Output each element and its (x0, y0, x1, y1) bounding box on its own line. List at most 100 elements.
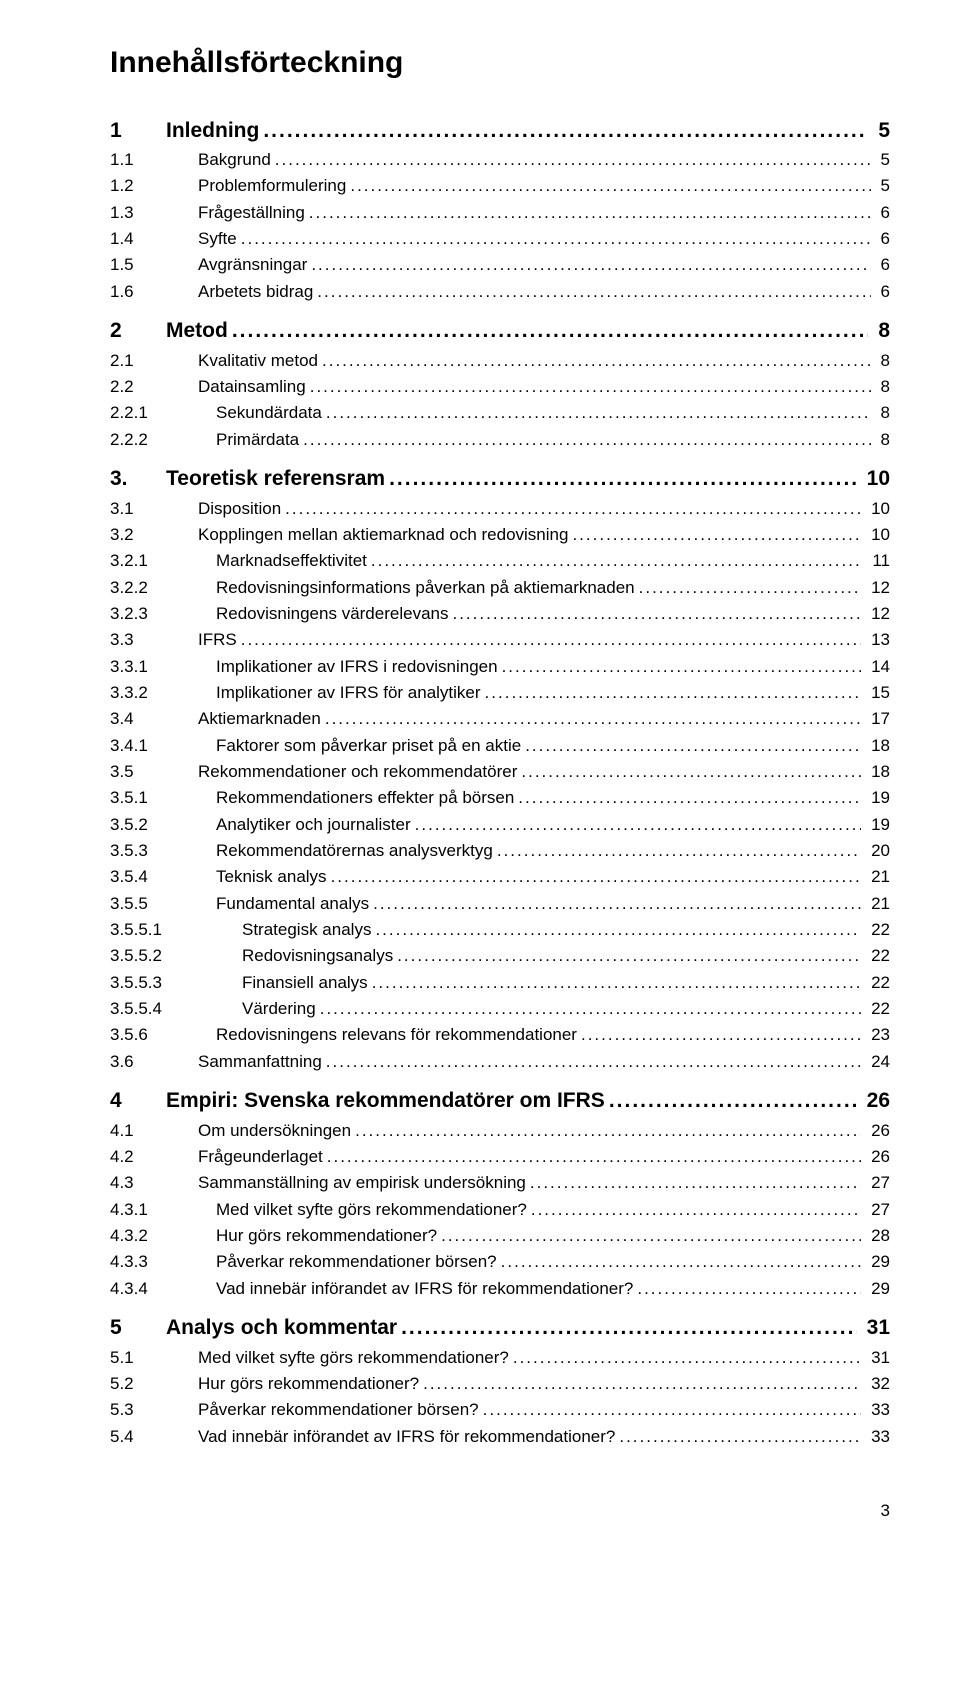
toc-entry: 3.1Disposition10 (110, 496, 890, 522)
toc-leader-dots (619, 1424, 861, 1450)
toc-entry: 3.5.3Rekommendatörernas analysverktyg20 (110, 838, 890, 864)
toc-entry-page: 23 (865, 1022, 890, 1048)
toc-entry-num: 3. (110, 463, 166, 496)
toc-entry-page: 21 (865, 864, 890, 890)
toc-leader-dots (501, 1249, 861, 1275)
toc-entry-page: 15 (865, 680, 890, 706)
toc-entry-page: 26 (861, 1085, 890, 1118)
toc-entry: 4.1Om undersökningen26 (110, 1118, 890, 1144)
toc-entry-num: 3.3.1 (110, 654, 216, 680)
toc-entry-num: 1.3 (110, 200, 198, 226)
toc-entry: 1.5Avgränsningar6 (110, 252, 890, 278)
toc-entry: 3.2.3Redovisningens värderelevans12 (110, 601, 890, 627)
toc-entry-page: 20 (865, 838, 890, 864)
toc-entry-num: 3.3.2 (110, 680, 216, 706)
toc-entry-page: 11 (866, 548, 890, 574)
toc-entry-num: 1 (110, 115, 166, 148)
toc-gap (110, 305, 890, 315)
toc-entry-page: 6 (875, 226, 890, 252)
toc-entry-label: Teoretisk referensram (166, 463, 385, 496)
toc-entry: 5.1Med vilket syfte görs rekommendatione… (110, 1345, 890, 1371)
toc-leader-dots (497, 838, 861, 864)
toc-entry: 4.3.2Hur görs rekommendationer?28 (110, 1223, 890, 1249)
toc-entry-num: 5.3 (110, 1397, 198, 1423)
toc-entry: 2.2Datainsamling 8 (110, 374, 890, 400)
toc-entry-label: Vad innebär införandet av IFRS för rekom… (198, 1424, 615, 1450)
toc-entry-label: Frågeunderlaget (198, 1144, 323, 1170)
toc-gap (110, 453, 890, 463)
toc-entry-num: 3.5 (110, 759, 198, 785)
toc-entry: 4.3.1Med vilket syfte görs rekommendatio… (110, 1197, 890, 1223)
toc-gap (110, 1075, 890, 1085)
toc-entry-label: Redovisningsanalys (242, 943, 393, 969)
toc-entry-label: IFRS (198, 627, 237, 653)
toc-leader-dots (325, 706, 861, 732)
toc-entry: 3.2.1Marknadseffektivitet11 (110, 548, 890, 574)
toc-entry-label: Om undersökningen (198, 1118, 351, 1144)
toc-entry-label: Hur görs rekommendationer? (216, 1223, 437, 1249)
toc-entry: 2.2.1Sekundärdata8 (110, 400, 890, 426)
toc-entry-num: 5.4 (110, 1424, 198, 1450)
toc-entry: 4.3.3Påverkar rekommendationer börsen?29 (110, 1249, 890, 1275)
toc-entry-page: 6 (875, 279, 890, 305)
toc-entry-label: Implikationer av IFRS i redovisningen (216, 654, 498, 680)
toc-entry-page: 8 (875, 374, 890, 400)
toc-entry-label: Primärdata (216, 427, 299, 453)
toc-leader-dots (320, 996, 861, 1022)
toc-entry: 3.5.5Fundamental analys21 (110, 891, 890, 917)
toc-entry-num: 3.4.1 (110, 733, 216, 759)
toc-entry: 5.3Påverkar rekommendationer börsen?33 (110, 1397, 890, 1423)
toc-leader-dots (401, 1312, 857, 1345)
toc-entry-num: 3.5.5.2 (110, 943, 242, 969)
toc-leader-dots (389, 463, 857, 496)
toc-entry-num: 1.6 (110, 279, 198, 305)
toc-entry-num: 3.5.5.1 (110, 917, 242, 943)
toc-entry-label: Redovisningsinformations påverkan på akt… (216, 575, 635, 601)
toc-leader-dots (639, 575, 861, 601)
toc-entry: 2.2.2Primärdata8 (110, 427, 890, 453)
toc-entry-page: 29 (865, 1249, 890, 1275)
toc-entry: 1Inledning5 (110, 115, 890, 148)
toc-entry-num: 2 (110, 315, 166, 348)
toc-leader-dots (355, 1118, 861, 1144)
toc-entry: 4Empiri: Svenska rekommendatörer om IFRS… (110, 1085, 890, 1118)
toc-entry-num: 3.1 (110, 496, 198, 522)
toc-entry-page: 27 (865, 1170, 890, 1196)
toc-entry: 3.5.2Analytiker och journalister19 (110, 812, 890, 838)
toc-entry-page: 5 (875, 173, 890, 199)
toc-entry-label: Analys och kommentar (166, 1312, 397, 1345)
toc-entry-label: Empiri: Svenska rekommendatörer om IFRS (166, 1085, 605, 1118)
toc-entry-label: Sammanfattning (198, 1049, 322, 1075)
toc-leader-dots (241, 226, 871, 252)
toc-leader-dots (518, 785, 861, 811)
toc-entry-label: Påverkar rekommendationer börsen? (216, 1249, 497, 1275)
toc-entry-num: 5.1 (110, 1345, 198, 1371)
toc-entry-num: 5 (110, 1312, 166, 1345)
toc-entry-num: 2.2 (110, 374, 198, 400)
toc-title: Innehållsförteckning (110, 40, 890, 87)
toc-entry: 3.5.5.1Strategisk analys22 (110, 917, 890, 943)
toc-entry: 1.3Frågeställning6 (110, 200, 890, 226)
toc-leader-dots (609, 1085, 857, 1118)
toc-entry-num: 3.5.2 (110, 812, 216, 838)
toc-entry-page: 8 (875, 427, 890, 453)
toc-entry-page: 24 (865, 1049, 890, 1075)
toc-entry-num: 3.2 (110, 522, 198, 548)
toc-entry: 4.2Frågeunderlaget26 (110, 1144, 890, 1170)
toc-entry-label: Metod (166, 315, 228, 348)
toc-entry: 3.3.2Implikationer av IFRS för analytike… (110, 680, 890, 706)
toc-entry-num: 3.5.3 (110, 838, 216, 864)
toc-entry-page: 29 (865, 1276, 890, 1302)
toc-entry-page: 21 (865, 891, 890, 917)
toc-entry: 1.4Syfte6 (110, 226, 890, 252)
toc-entry: 3.5.6Redovisningens relevans för rekomme… (110, 1022, 890, 1048)
toc-entry: 4.3.4Vad innebär införandet av IFRS för … (110, 1276, 890, 1302)
toc-entry-label: Datainsamling (198, 374, 306, 400)
toc-entry-num: 2.1 (110, 348, 198, 374)
toc-entry-num: 3.5.5.4 (110, 996, 242, 1022)
toc-leader-dots (263, 115, 868, 148)
toc-entry-label: Implikationer av IFRS för analytiker (216, 680, 481, 706)
toc-entry-page: 6 (875, 252, 890, 278)
toc-entry-num: 4 (110, 1085, 166, 1118)
toc-entry: 4.3Sammanställning av empirisk undersökn… (110, 1170, 890, 1196)
